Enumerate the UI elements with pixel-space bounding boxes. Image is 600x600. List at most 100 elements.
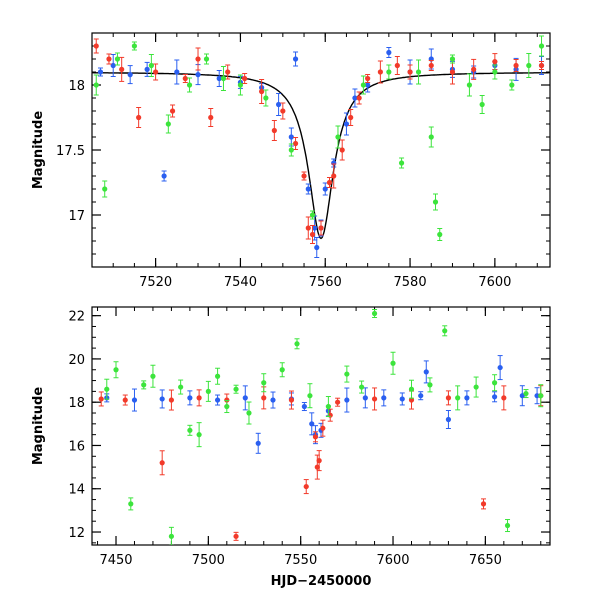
x-tick-label: 7450 bbox=[99, 553, 132, 568]
data-point-green bbox=[449, 56, 456, 62]
y-tick-label: 17 bbox=[68, 209, 85, 224]
data-point-green bbox=[203, 56, 210, 62]
data-point-blue bbox=[127, 72, 133, 78]
data-point-red bbox=[292, 140, 299, 147]
x-axis-label: HJD−2450000 bbox=[271, 574, 372, 589]
data-point-green bbox=[148, 62, 154, 69]
x-tick-label: 7650 bbox=[469, 553, 502, 568]
data-point-blue bbox=[214, 397, 221, 403]
data-point-green bbox=[428, 134, 434, 140]
data-point-blue bbox=[195, 72, 201, 78]
y-tick-label: 18 bbox=[68, 79, 85, 94]
x-tick-label: 7500 bbox=[192, 553, 225, 568]
data-point-red bbox=[428, 62, 434, 69]
data-point-green bbox=[150, 373, 156, 379]
data-point-blue bbox=[352, 95, 358, 101]
data-point-green bbox=[102, 186, 108, 192]
data-point-green bbox=[141, 382, 147, 388]
data-point-red bbox=[259, 88, 265, 95]
data-point-red bbox=[320, 425, 326, 431]
data-point-red bbox=[449, 69, 456, 75]
data-point-red bbox=[314, 464, 320, 470]
data-point-green bbox=[205, 388, 211, 394]
data-point-green bbox=[386, 69, 392, 75]
data-point-green bbox=[526, 62, 532, 69]
data-point-blue bbox=[309, 421, 315, 427]
data-point-red bbox=[301, 173, 307, 179]
data-point-red bbox=[480, 501, 487, 507]
data-point-green bbox=[186, 82, 193, 88]
data-point-blue bbox=[159, 396, 165, 402]
x-tick-label: 7540 bbox=[224, 275, 257, 290]
data-point-red bbox=[106, 56, 112, 62]
data-point-green bbox=[398, 160, 405, 166]
data-point-green bbox=[178, 384, 184, 390]
y-axis-label: Magnitude bbox=[31, 387, 46, 466]
data-point-blue bbox=[255, 440, 261, 446]
data-point-green bbox=[224, 403, 230, 410]
data-point-green bbox=[408, 386, 415, 392]
data-point-green bbox=[432, 199, 439, 205]
data-point-blue bbox=[242, 395, 248, 401]
data-point-red bbox=[271, 127, 277, 134]
data-point-red bbox=[371, 396, 378, 402]
y-tick-label: 14 bbox=[68, 483, 85, 498]
data-point-green bbox=[455, 395, 461, 401]
data-point-red bbox=[339, 147, 345, 153]
x-tick-label: 7600 bbox=[478, 275, 511, 290]
data-point-blue bbox=[399, 396, 405, 402]
data-point-red bbox=[136, 114, 142, 121]
data-point-green bbox=[263, 95, 269, 101]
data-point-red bbox=[196, 395, 202, 401]
data-point-green bbox=[165, 121, 171, 127]
data-point-red bbox=[318, 225, 324, 231]
data-point-red bbox=[377, 69, 383, 75]
data-point-red bbox=[335, 399, 341, 405]
data-point-red bbox=[93, 43, 99, 49]
data-point-green bbox=[196, 432, 202, 438]
data-point-blue bbox=[497, 364, 503, 371]
data-point-blue bbox=[305, 186, 311, 192]
data-point-blue bbox=[344, 397, 350, 403]
data-point-red bbox=[471, 66, 477, 72]
data-point-green bbox=[288, 147, 294, 153]
data-point-green bbox=[360, 82, 367, 88]
data-point-blue bbox=[97, 69, 104, 75]
data-point-green bbox=[214, 373, 221, 379]
x-tick-label: 7520 bbox=[139, 275, 172, 290]
data-point-green bbox=[335, 134, 341, 140]
data-point-red bbox=[326, 179, 333, 186]
data-point-blue bbox=[301, 403, 307, 410]
data-point-blue bbox=[292, 56, 299, 62]
data-point-green bbox=[246, 410, 252, 416]
y-tick-label: 16 bbox=[68, 439, 85, 454]
data-point-red bbox=[309, 231, 316, 238]
data-point-red bbox=[182, 75, 188, 82]
data-point-green bbox=[466, 82, 473, 88]
data-point-red bbox=[492, 59, 498, 65]
data-point-green bbox=[359, 384, 365, 390]
x-tick-label: 7560 bbox=[309, 275, 342, 290]
data-point-green bbox=[473, 384, 479, 390]
data-point-red bbox=[331, 173, 337, 179]
data-point-blue bbox=[131, 397, 138, 403]
data-point-green bbox=[371, 310, 378, 317]
data-point-blue bbox=[216, 75, 222, 82]
data-point-blue bbox=[275, 101, 282, 108]
data-point-blue bbox=[343, 121, 350, 127]
data-layer bbox=[98, 308, 544, 545]
data-point-green bbox=[104, 386, 110, 392]
data-point-blue bbox=[144, 66, 150, 72]
data-point-blue bbox=[322, 186, 328, 192]
data-point-green bbox=[279, 367, 285, 373]
y-tick-label: 18 bbox=[68, 396, 85, 411]
data-point-green bbox=[523, 390, 529, 397]
data-point-red bbox=[280, 108, 286, 114]
data-point-green bbox=[390, 360, 396, 366]
data-point-red bbox=[407, 69, 413, 75]
data-point-red bbox=[153, 69, 159, 75]
data-point-blue bbox=[174, 69, 180, 75]
data-point-green bbox=[504, 522, 511, 529]
y-tick-label: 17.5 bbox=[56, 144, 85, 159]
data-point-green bbox=[131, 43, 138, 49]
